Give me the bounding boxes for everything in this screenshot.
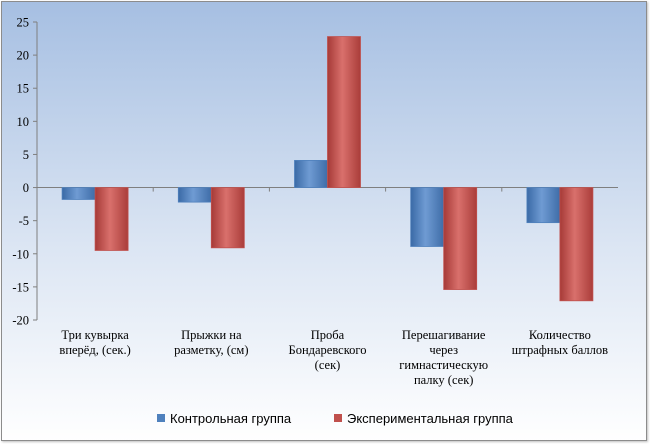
category-label-1: Три кувырка вперёд, (сек.) xyxy=(59,328,130,357)
category-labels: Три кувырка вперёд, (сек.) Прыжки на размет… xyxy=(59,328,608,387)
category-label-line: Перешагивание xyxy=(402,328,486,342)
y-tick-label: 20 xyxy=(17,49,30,63)
bar-control-1 xyxy=(61,187,96,200)
bar-layer xyxy=(61,36,594,302)
y-tick-label: 15 xyxy=(17,82,30,96)
category-label-line: гимнастическую xyxy=(399,358,488,372)
category-label-line: разметку, (см) xyxy=(174,343,248,357)
bar-experimental-5 xyxy=(559,187,594,302)
category-label-line: (сек) xyxy=(315,358,341,372)
bar-control-5 xyxy=(526,187,561,224)
category-label-line: Прыжки на xyxy=(181,328,242,342)
category-label-line: Три кувырка xyxy=(61,328,129,342)
y-tick-label: 5 xyxy=(23,148,29,162)
bar-control-2 xyxy=(177,187,212,203)
y-tick-label: 10 xyxy=(17,115,30,129)
category-label-line: Количество xyxy=(529,328,591,342)
y-tick-label: 0 xyxy=(23,181,29,195)
y-tick-label: 25 xyxy=(17,16,30,30)
category-label-line: палку (сек) xyxy=(414,373,474,387)
y-tick-label: -10 xyxy=(12,247,29,261)
legend-swatch-1 xyxy=(157,414,165,422)
category-label-line: вперёд, (сек.) xyxy=(59,343,130,357)
legend-swatch-2 xyxy=(334,414,342,422)
category-label-line: штрафных баллов xyxy=(512,343,608,357)
bar-experimental-3 xyxy=(327,36,361,188)
category-label-line: Проба xyxy=(311,328,345,342)
bar-experimental-4 xyxy=(443,187,478,290)
legend-label-2: Экспериментальная группа xyxy=(347,411,514,426)
category-label-line: через xyxy=(429,343,458,357)
category-label-4: Перешагивание через гимнастическую палку (с… xyxy=(399,328,488,387)
category-label-5: Количество штрафных баллов xyxy=(512,328,608,357)
y-tick-label: -15 xyxy=(12,280,29,294)
bar-experimental-1 xyxy=(94,187,129,251)
category-label-3: Проба Бондаревского (сек) xyxy=(289,328,367,372)
bar-experimental-2 xyxy=(210,187,245,249)
category-label-2: Прыжки на разметку, (см) xyxy=(174,328,248,357)
bar-control-3 xyxy=(294,160,328,188)
legend-label-1: Контрольная группа xyxy=(170,411,292,426)
y-tick-label: -20 xyxy=(12,314,29,328)
legend: Контрольная группа Экспериментальная груп… xyxy=(157,411,514,426)
category-label-line: Бондаревского xyxy=(289,343,367,357)
y-tick-label: -5 xyxy=(19,214,29,228)
bar-control-4 xyxy=(410,187,445,247)
